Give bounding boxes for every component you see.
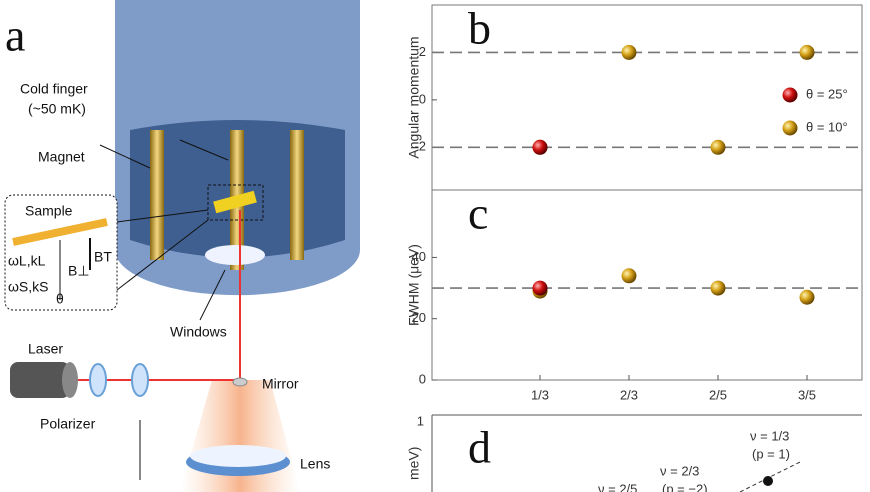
leader <box>199 269 226 321</box>
panel-letter: b <box>468 3 491 54</box>
y-axis-label: meV) <box>406 447 422 480</box>
schematic: a Cold finger (~50 mK) Magnet Sample ωL,… <box>4 0 360 492</box>
legend-label: θ = 25° <box>806 86 848 101</box>
x-tick-label: 3/5 <box>798 387 816 402</box>
legend-marker <box>782 120 798 136</box>
y-axis-label: Angular momentum <box>406 36 422 158</box>
optic <box>89 363 107 397</box>
panel-d: d 1 meV) ν = 1/3 (p = 1) ν = 2/3 (p = −2… <box>406 413 862 492</box>
point <box>621 268 637 284</box>
x-tick-label: 2/5 <box>709 387 727 402</box>
leader <box>179 139 229 161</box>
label: (~50 mK) <box>28 101 86 117</box>
annotation: (p = −2) <box>662 481 708 492</box>
point <box>710 280 726 296</box>
inset-sample <box>12 218 108 246</box>
label: Sample <box>25 203 73 219</box>
label: θ <box>56 291 64 307</box>
panel-letter: a <box>5 10 25 61</box>
leader <box>99 144 151 169</box>
y-tick-label: 0 <box>419 371 426 386</box>
label: Lens <box>300 456 330 472</box>
annotation: ν = 1/3 <box>750 428 789 443</box>
laser-head <box>62 362 78 398</box>
point <box>532 139 548 155</box>
laser-body <box>10 362 70 398</box>
label: BT <box>94 249 112 265</box>
mirror <box>232 377 248 387</box>
y-tick-label: 20 <box>412 310 426 325</box>
magnet-bar <box>290 130 304 260</box>
y-tick-label: 0 <box>419 91 426 106</box>
legend-marker <box>782 87 798 103</box>
leader <box>116 219 209 291</box>
y-tick-label: 1 <box>417 413 424 428</box>
leader <box>116 209 209 223</box>
lens <box>190 445 286 467</box>
y-tick-label: -2 <box>414 139 426 154</box>
sample <box>213 190 257 214</box>
y-tick-label: 40 <box>412 249 426 264</box>
sample-box <box>207 184 264 221</box>
label: Mirror <box>262 376 299 392</box>
legend-label: θ = 10° <box>806 119 848 134</box>
point <box>799 289 815 305</box>
plot-frame <box>431 189 863 381</box>
label: ωL,kL <box>8 253 46 269</box>
point <box>710 139 726 155</box>
label: Laser <box>28 341 63 357</box>
point <box>763 476 773 486</box>
y-tick-label: 2 <box>419 44 426 59</box>
panel-letter: d <box>468 422 491 473</box>
label: Windows <box>170 324 227 340</box>
window <box>205 245 265 265</box>
x-tick-label: 2/3 <box>620 387 638 402</box>
y-axis-label: FWHM (μeV) <box>406 244 422 326</box>
point <box>799 44 815 60</box>
annotation: ν = 2/3 <box>660 463 699 478</box>
label: Magnet <box>38 149 85 165</box>
magnet-bar <box>150 130 164 260</box>
label: ωS,kS <box>8 279 49 295</box>
panel-letter: c <box>468 188 488 239</box>
annotation: (p = 1) <box>752 446 790 461</box>
point <box>532 280 548 296</box>
x-tick-label: 1/3 <box>531 387 549 402</box>
label: B⊥ <box>68 263 90 279</box>
label: Polarizer <box>40 416 96 432</box>
annotation: ν = 2/5 <box>598 481 637 492</box>
polarizer <box>131 363 149 397</box>
label: Cold finger <box>20 81 88 97</box>
point <box>621 44 637 60</box>
plot-frame <box>431 4 863 191</box>
